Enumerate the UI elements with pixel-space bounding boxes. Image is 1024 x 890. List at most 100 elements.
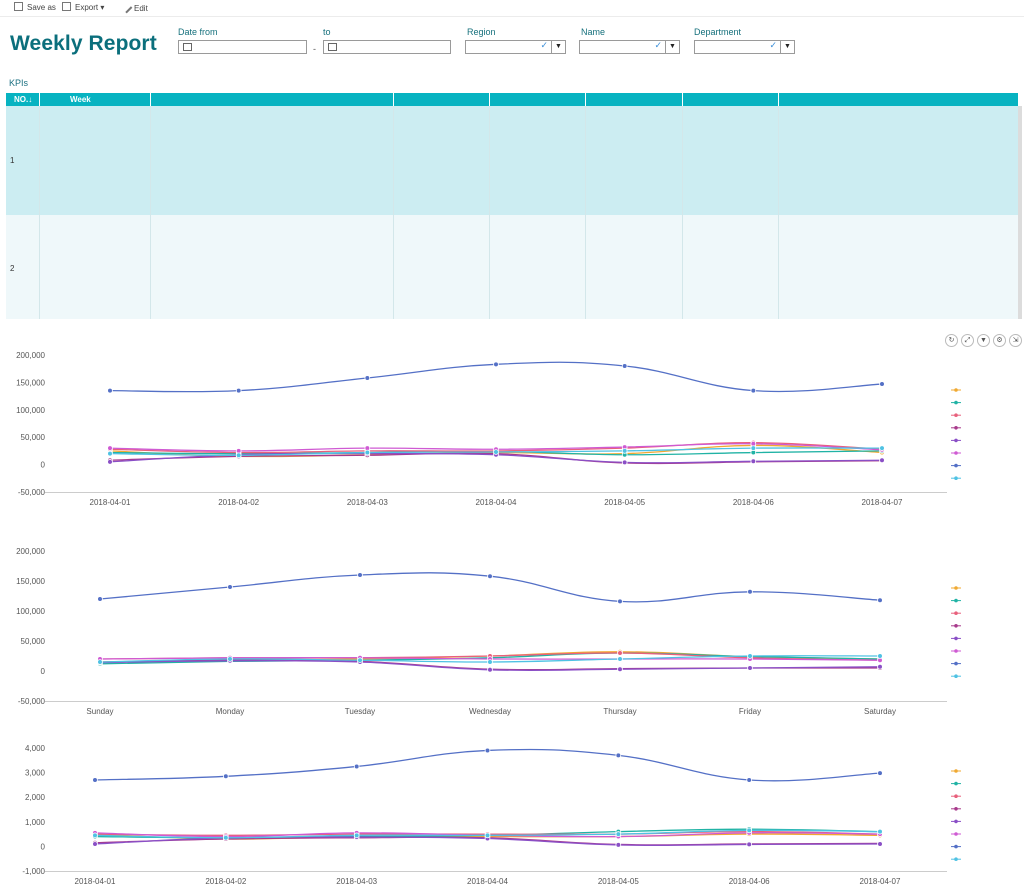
department-select[interactable]: ✓ ▼ [694,40,795,54]
data-point[interactable] [353,832,360,839]
data-point[interactable] [484,832,491,839]
legend-marker[interactable] [954,388,958,392]
legend-marker[interactable] [954,586,958,590]
data-point[interactable] [879,445,885,451]
legend-marker[interactable] [954,781,958,786]
data-point[interactable] [746,777,752,783]
data-point[interactable] [227,656,233,662]
data-point[interactable] [487,667,493,673]
data-point[interactable] [364,375,371,381]
data-point[interactable] [615,842,622,848]
legend-marker[interactable] [954,426,958,430]
legend-marker[interactable] [954,844,958,849]
legend-marker[interactable] [954,832,958,836]
data-point[interactable] [615,752,622,759]
data-point[interactable] [877,653,883,659]
data-point[interactable] [617,598,623,605]
legend-marker[interactable] [954,598,958,603]
data-point[interactable] [107,450,113,457]
legend-marker[interactable] [954,674,958,678]
legend-marker[interactable] [954,649,958,653]
data-point[interactable] [617,666,623,672]
dropdown-arrow-icon[interactable]: ▼ [551,41,565,53]
data-point[interactable] [493,449,499,455]
data-point[interactable] [92,777,98,783]
legend-marker[interactable] [954,463,958,468]
data-point[interactable] [621,363,628,369]
data-point[interactable] [877,841,883,847]
data-point[interactable] [879,457,885,464]
legend-marker[interactable] [954,807,958,811]
export-button[interactable]: Export ▾ [62,2,104,14]
legend-marker[interactable] [954,476,958,480]
data-point[interactable] [747,653,753,659]
legend-marker[interactable] [954,611,958,615]
legend-marker[interactable] [954,451,958,455]
table-row[interactable]: 2 [6,215,1018,319]
data-point[interactable] [877,828,883,835]
data-point[interactable] [617,656,623,662]
data-point[interactable] [746,841,752,848]
data-point[interactable] [747,665,753,671]
data-point[interactable] [353,763,360,770]
data-point[interactable] [747,588,753,595]
data-point[interactable] [107,445,113,451]
legend-marker[interactable] [954,661,958,666]
data-point[interactable] [877,664,883,670]
legend-marker[interactable] [954,624,958,628]
data-point[interactable] [746,827,752,834]
data-point[interactable] [621,448,628,454]
data-point[interactable] [487,659,493,665]
legend-marker[interactable] [954,636,958,641]
edit-button[interactable]: Edit [119,0,148,14]
save-as-button[interactable]: Save as [14,2,56,14]
column-header-week[interactable]: Week [70,95,91,104]
region-select[interactable]: ✓ ▼ [465,40,566,54]
legend-marker[interactable] [954,819,958,824]
data-point[interactable] [107,387,113,394]
legend-marker[interactable] [954,400,958,405]
fullscreen-icon[interactable]: ⤢ [961,334,974,347]
name-select[interactable]: ✓ ▼ [579,40,680,54]
data-point[interactable] [107,459,113,465]
data-point[interactable] [223,834,229,841]
legend-marker[interactable] [954,857,958,861]
export-chart-icon[interactable]: ⇲ [1009,334,1022,347]
data-point[interactable] [487,573,493,579]
data-point[interactable] [750,387,757,394]
data-point[interactable] [750,445,757,451]
data-point[interactable] [357,657,363,663]
legend-marker[interactable] [954,769,958,773]
filter-icon[interactable]: ▼ [977,334,990,347]
data-point[interactable] [223,773,229,780]
data-point[interactable] [97,659,103,665]
data-point[interactable] [879,381,885,387]
data-point[interactable] [615,831,622,837]
data-point[interactable] [227,584,233,590]
data-point[interactable] [364,449,371,456]
refresh-icon[interactable]: ↻ [945,334,958,347]
table-scrollbar[interactable] [1018,106,1022,319]
data-point[interactable] [484,747,491,754]
data-point[interactable] [235,452,242,459]
legend-marker[interactable] [954,413,958,417]
table-row[interactable]: 1 [6,106,1018,215]
data-point[interactable] [750,458,757,465]
date-to-input[interactable] [323,40,451,54]
legend-marker[interactable] [954,438,958,443]
data-point[interactable] [235,387,242,394]
date-from-input[interactable] [178,40,307,54]
dropdown-arrow-icon[interactable]: ▼ [780,41,794,53]
data-point[interactable] [877,770,883,776]
data-point[interactable] [621,459,628,466]
data-point[interactable] [92,832,98,839]
data-point[interactable] [877,597,883,603]
legend-marker[interactable] [954,794,958,798]
dropdown-arrow-icon[interactable]: ▼ [665,41,679,53]
column-header-no[interactable]: NO.↓ [14,95,33,104]
data-point[interactable] [92,841,98,847]
data-point[interactable] [97,596,103,602]
data-point[interactable] [357,572,363,578]
data-point[interactable] [617,650,623,656]
data-point[interactable] [493,361,499,368]
